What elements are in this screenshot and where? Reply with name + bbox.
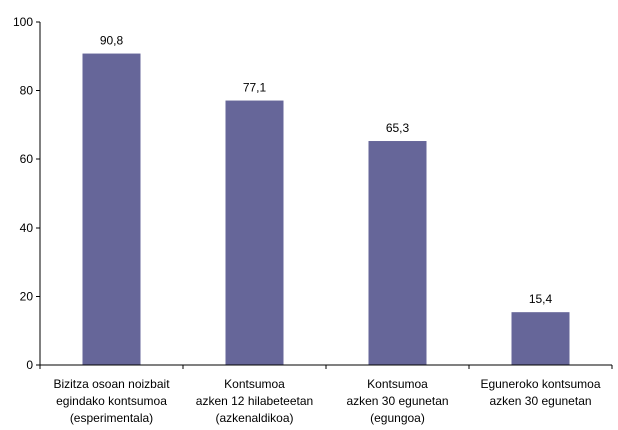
bar: [225, 100, 284, 365]
y-tick-label: 0: [26, 358, 33, 372]
y-tick-label: 60: [20, 152, 34, 166]
category-label: azken 30 egunetan: [346, 394, 448, 408]
data-labels-layer: 90,8 77,1 65,3 15,4: [100, 34, 553, 307]
category-label: azken 12 hilabeteetan: [196, 394, 313, 408]
category-label: Eguneroko kontsumoa: [480, 377, 600, 391]
bar: [82, 53, 141, 365]
data-label: 15,4: [529, 292, 553, 306]
category-label: egindako kontsumoa: [56, 394, 167, 408]
category-label: (esperimentala): [70, 411, 153, 425]
category-label: (egungoa): [370, 411, 425, 425]
category-label: (azkenaldikoa): [215, 411, 293, 425]
x-ticks-layer: [39, 365, 613, 369]
data-label: 90,8: [100, 34, 124, 48]
bars-layer: [82, 53, 570, 365]
y-tick-label: 20: [20, 289, 34, 303]
bar: [368, 141, 427, 365]
category-labels-layer: Bizitza osoan noizbait egindako kontsumoa…: [53, 377, 600, 425]
category-label: Kontsumoa: [367, 377, 428, 391]
data-label: 65,3: [386, 121, 410, 135]
bar: [511, 312, 570, 365]
category-label: Kontsumoa: [224, 377, 285, 391]
y-tick-label: 100: [13, 15, 33, 29]
category-label: azken 30 egunetan: [489, 394, 591, 408]
y-tick-label: 40: [20, 221, 34, 235]
y-tick-label: 80: [20, 84, 34, 98]
category-label: Bizitza osoan noizbait: [53, 377, 170, 391]
data-label: 77,1: [243, 81, 267, 95]
y-ticks-layer: 0 20 40 60 80 100: [13, 15, 40, 372]
